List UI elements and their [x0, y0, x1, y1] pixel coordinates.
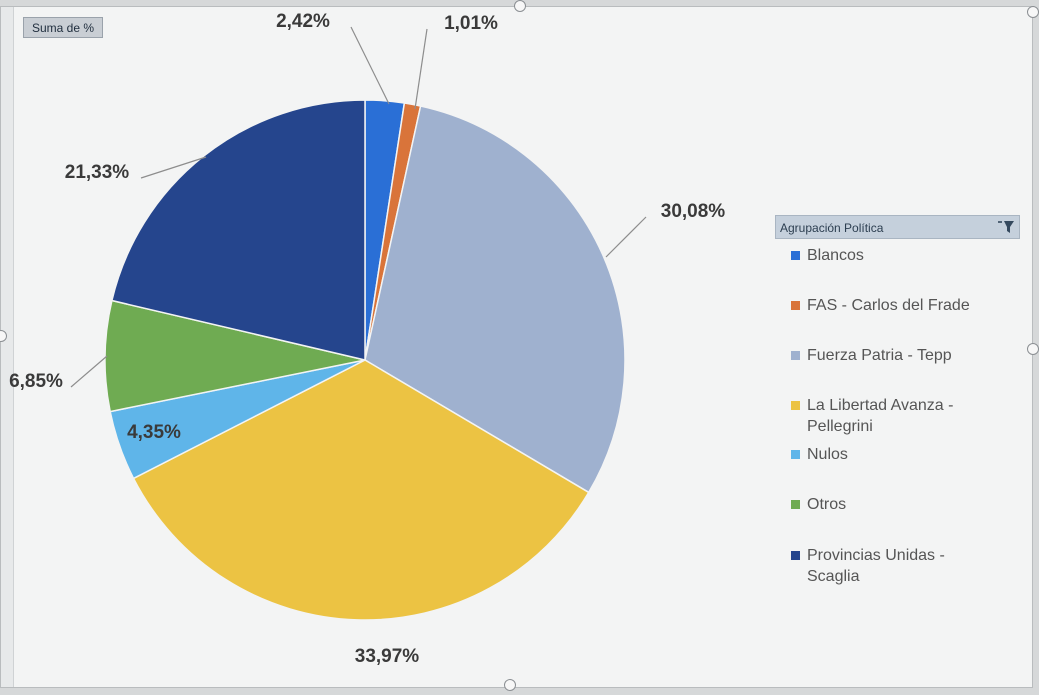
- legend-label: Scaglia: [807, 568, 860, 585]
- pie-slice-otros[interactable]: [104, 299, 366, 413]
- pie-slice-provincias-unidas-scaglia[interactable]: [110, 99, 366, 361]
- legend-swatch: [791, 251, 800, 260]
- leader-line-otros: [70, 355, 108, 388]
- data-label-blancos: 2,42%: [276, 11, 330, 32]
- leader-line-fuerza-patria-tepp: [605, 216, 647, 258]
- legend-swatch: [791, 450, 800, 459]
- leader-line-provincias-unidas-scaglia: [140, 156, 207, 179]
- legend-swatch: [791, 500, 800, 509]
- legend-label: Pellegrini: [807, 418, 873, 435]
- pie-slice-la-libertad-avanza-pellegrini[interactable]: [132, 359, 590, 621]
- legend-item-la-libertad-avanza-pellegrini[interactable]: La Libertad Avanza - Pellegrini: [791, 395, 1011, 437]
- resize-handle-right[interactable]: [1027, 343, 1039, 355]
- legend: Agrupación Política Blancos FAS - Carlos …: [775, 215, 1020, 585]
- legend-item-provincias-unidas-scaglia[interactable]: Provincias Unidas - Scaglia: [791, 545, 1011, 587]
- legend-field-header[interactable]: Agrupación Política: [775, 215, 1020, 239]
- spreadsheet-edge: [1, 7, 14, 687]
- data-label-la-libertad-avanza-pellegrini: 33,97%: [355, 646, 420, 667]
- pie-slice-fuerza-patria-tepp[interactable]: [364, 105, 626, 494]
- legend-swatch: [791, 551, 800, 560]
- legend-swatch: [791, 401, 800, 410]
- legend-swatch: [791, 351, 800, 360]
- legend-item-otros[interactable]: Otros: [791, 494, 1011, 515]
- leader-line-fas-carlos-del-frade: [414, 28, 428, 110]
- legend-item-fuerza-patria-tepp[interactable]: Fuerza Patria - Tepp: [791, 345, 1011, 366]
- legend-field-label: Agrupación Política: [780, 221, 884, 235]
- legend-item-blancos[interactable]: Blancos: [791, 245, 1011, 266]
- legend-label: Provincias Unidas -: [807, 547, 945, 564]
- legend-swatch: [791, 301, 800, 310]
- data-label-fas-carlos-del-frade: 1,01%: [444, 13, 498, 34]
- legend-label: La Libertad Avanza -: [807, 397, 954, 414]
- pie-chart: 2,42% 1,01% 30,08% 33,97% 4,35% 6,85% 21,33%: [9, 11, 726, 667]
- filter-icon[interactable]: [997, 219, 1015, 235]
- resize-handle-top[interactable]: [514, 0, 526, 12]
- data-label-otros: 6,85%: [9, 371, 63, 392]
- value-field-button[interactable]: Suma de %: [23, 17, 104, 38]
- legend-label: Fuerza Patria - Tepp: [807, 347, 952, 364]
- legend-item-nulos[interactable]: Nulos: [791, 444, 1011, 465]
- resize-handle-top-right[interactable]: [1027, 6, 1039, 18]
- data-label-provincias-unidas-scaglia: 21,33%: [65, 162, 130, 183]
- legend-label: FAS - Carlos del Frade: [807, 297, 970, 314]
- legend-label: Otros: [807, 496, 847, 513]
- resize-handle-bottom[interactable]: [504, 679, 516, 691]
- legend-item-fas-carlos-del-frade[interactable]: FAS - Carlos del Frade: [791, 295, 1011, 316]
- legend-label: Blancos: [807, 247, 864, 264]
- legend-label: Nulos: [807, 446, 848, 463]
- leader-line-blancos: [350, 26, 390, 105]
- data-label-fuerza-patria-tepp: 30,08%: [661, 201, 726, 222]
- data-label-nulos: 4,35%: [127, 422, 181, 443]
